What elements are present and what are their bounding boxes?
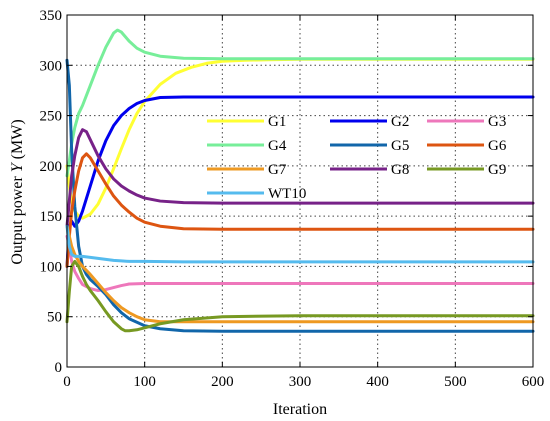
legend-item-g7: G7	[207, 162, 287, 178]
series-line-g5	[65, 58, 535, 333]
series-line-g3	[65, 234, 535, 293]
legend-label: G4	[268, 138, 287, 154]
y-tick-label: 50	[47, 310, 62, 326]
legend-item-g9: G9	[427, 162, 506, 178]
legend-label: G6	[488, 138, 507, 154]
legend-label: G5	[391, 138, 409, 154]
series-line-wt10	[65, 224, 535, 264]
legend-label: G7	[268, 162, 287, 178]
legend-label: WT10	[268, 186, 306, 202]
legend-item-g1: G1	[207, 114, 286, 130]
x-tick-label: 600	[522, 374, 545, 390]
legend-label: G1	[268, 114, 286, 130]
series-line-g8	[65, 128, 535, 228]
legend-item-g5: G5	[330, 138, 409, 154]
x-axis-title: Iteration	[273, 401, 327, 418]
y-tick-label: 200	[40, 159, 63, 175]
y-tick-label: 250	[40, 109, 63, 125]
y-tick-label: 100	[40, 259, 63, 275]
x-tick-label: 0	[63, 374, 71, 390]
legend-label: G2	[391, 114, 409, 130]
legend-item-g6: G6	[427, 138, 507, 154]
y-tick-label: 0	[55, 360, 63, 376]
y-tick-label: 300	[40, 58, 63, 74]
legend-item-g4: G4	[207, 138, 287, 154]
legend-label: G8	[391, 162, 409, 178]
legend-label: G9	[488, 162, 506, 178]
axes: 0 100 200 300 400 500 600 0 50 100 150 200 250 300 350	[40, 8, 545, 390]
series-line-g6	[65, 152, 535, 268]
y-axis-title-symbol: Y	[9, 161, 26, 172]
x-tick-label: 200	[211, 374, 234, 390]
series-line-g4	[65, 28, 535, 178]
x-tick-label: 500	[444, 374, 467, 390]
legend-label: G3	[488, 114, 506, 130]
y-axis-title-suffix: (MW)	[9, 119, 26, 163]
x-tick-label: 100	[133, 374, 156, 390]
series-lines	[65, 28, 535, 333]
legend-item-wt10: WT10	[207, 186, 306, 202]
y-tick-label: 150	[40, 209, 63, 225]
legend: G1 G2 G3 G4 G5 G6 G7 G8 G9 WT10	[207, 114, 507, 202]
x-tick-label: 400	[366, 374, 389, 390]
legend-item-g8: G8	[330, 162, 409, 178]
y-axis-title: Output power Y (MW)	[9, 119, 26, 264]
legend-item-g2: G2	[330, 114, 409, 130]
x-tick-label: 300	[289, 374, 312, 390]
y-tick-label: 350	[40, 8, 63, 24]
legend-item-g3: G3	[427, 114, 506, 130]
y-axis-title-prefix: Output power	[9, 172, 26, 264]
series-line-g9	[65, 259, 535, 333]
